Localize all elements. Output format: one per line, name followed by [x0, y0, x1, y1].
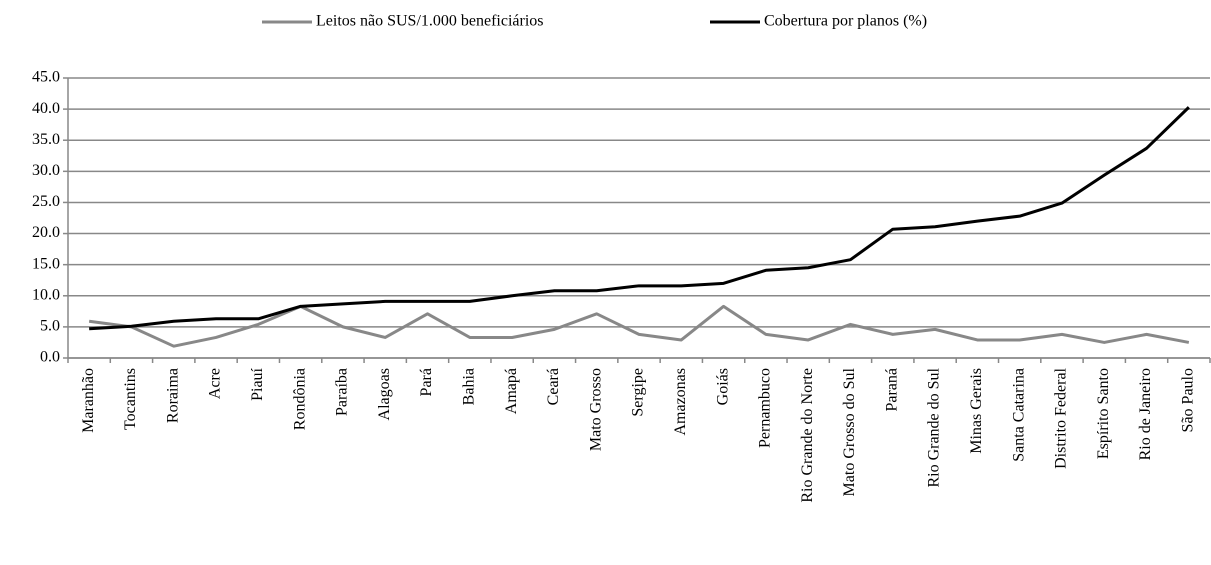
x-tick-label: Alagoas [376, 368, 393, 420]
x-tick-label: Maranhão [80, 368, 97, 433]
x-tick-label: Piauí [249, 367, 266, 400]
y-tick-label: 45.0 [32, 69, 60, 86]
x-tick-label: Minas Gerais [968, 368, 985, 454]
y-tick-label: 10.0 [32, 286, 60, 303]
series-line [89, 106, 1190, 331]
x-tick-label: Ceará [545, 368, 562, 405]
y-tick-label: 20.0 [32, 224, 60, 241]
y-tick-label: 15.0 [32, 255, 60, 272]
legend-label: Leitos não SUS/1.000 beneficiários [316, 13, 544, 30]
x-tick-label: Rio Grande do Norte [799, 368, 816, 503]
x-tick-label: Espírito Santo [1095, 368, 1112, 459]
x-tick-label: Amapá [503, 368, 520, 414]
x-tick-label: Bahia [460, 368, 477, 405]
x-tick-label: Goiás [714, 368, 731, 405]
legend-label: Cobertura por planos (%) [764, 13, 927, 30]
x-tick-label: São Paulo [1180, 368, 1197, 432]
x-tick-label: Pernambuco [757, 368, 774, 448]
x-tick-label: Roraima [164, 368, 181, 423]
x-tick-label: Mato Grosso do Sul [841, 367, 858, 496]
x-tick-label: Pará [418, 368, 435, 396]
x-tick-label: Santa Catarina [1010, 368, 1027, 462]
y-tick-label: 25.0 [32, 193, 60, 210]
x-tick-label: Amazonas [672, 368, 689, 436]
x-tick-label: Acre [207, 368, 224, 399]
y-tick-label: 40.0 [32, 100, 60, 117]
x-tick-label: Mato Grosso [587, 368, 604, 451]
x-tick-label: Rondônia [291, 368, 308, 430]
x-tick-label: Rio Grande do Sul [926, 367, 943, 487]
y-tick-label: 5.0 [40, 318, 60, 335]
x-tick-label: Rio de Janeiro [1137, 368, 1154, 460]
y-tick-label: 30.0 [32, 162, 60, 179]
x-tick-label: Paraná [883, 368, 900, 412]
x-tick-label: Sergipe [630, 368, 647, 417]
x-tick-label: Distrito Federal [1053, 367, 1070, 468]
y-tick-label: 0.0 [40, 349, 60, 366]
series-line [88, 304, 1190, 348]
y-tick-label: 35.0 [32, 131, 60, 148]
x-tick-label: Tocantins [122, 368, 139, 430]
x-tick-label: Paraíba [334, 368, 351, 416]
